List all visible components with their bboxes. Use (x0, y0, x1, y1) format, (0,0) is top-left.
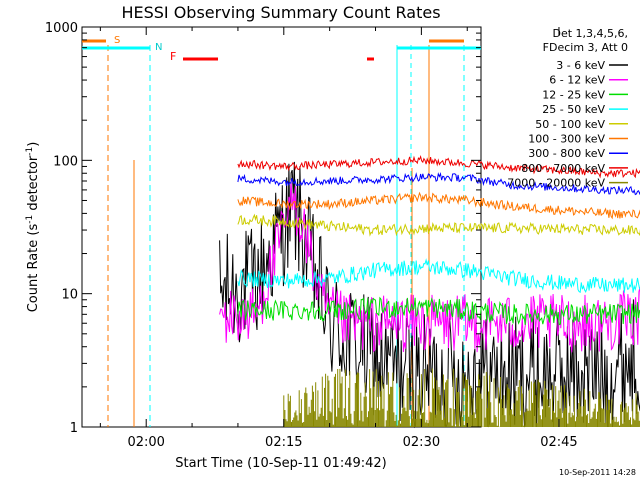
legend-label: 25 - 50 keV (542, 103, 605, 116)
legend-label: 300 - 800 keV (528, 147, 605, 160)
y-tick-label: 100 (53, 154, 78, 169)
annotation-n: N (155, 42, 162, 53)
x-tick-label: 02:45 (540, 435, 577, 450)
annotations: S NF (114, 35, 176, 63)
x-tick-label: 02:00 (127, 435, 164, 450)
y-axis-label-mid: detector (26, 155, 41, 215)
series-line-3 (237, 296, 640, 326)
legend-label: 50 - 100 keV (535, 118, 605, 131)
chart-title: HESSI Observing Summary Count Rates (121, 3, 440, 22)
footer-date: 10-Sep-2011 14:28 (559, 468, 636, 477)
legend-header-line-2: FDecim 3, Att 0 (543, 41, 628, 54)
legend: Det 1,3,4,5,6, FDecim 3, Att 0 3 - 6 keV… (507, 27, 628, 190)
legend-label: 800 - 7000 keV (521, 162, 605, 175)
x-tick-label: 02:30 (403, 435, 440, 450)
y-tick-label: 10 (61, 288, 78, 303)
series-line-6 (237, 191, 640, 220)
series-line-4 (237, 258, 640, 293)
legend-label: 3 - 6 keV (556, 59, 605, 72)
y-axis-label-main: Count Rate (s (26, 224, 41, 313)
x-axis-label: Start Time (10-Sep-11 01:49:42) (175, 456, 386, 471)
y-axis-label: Count Rate (s-1 detector-1) (25, 142, 41, 313)
series-line-5 (237, 213, 640, 237)
y-axis-label-sup: -1 (25, 215, 35, 224)
legend-label: 7000 - 20000 keV (507, 177, 605, 190)
series-lines (219, 154, 640, 429)
y-axis-label-sup2: -1 (25, 147, 35, 156)
y-tick-label: 1000 (45, 21, 78, 36)
annotation-f: F (170, 50, 176, 63)
legend-label: 12 - 25 keV (542, 88, 605, 101)
legend-header-line-1: Det 1,3,4,5,6, (552, 27, 628, 40)
y-tick-label: 1 (70, 421, 78, 436)
legend-label: 100 - 300 keV (528, 133, 605, 146)
y-axis-label-tail: ) (26, 142, 41, 147)
series-line-7 (237, 172, 640, 196)
series-line-8 (237, 154, 640, 179)
series-line-9 (283, 368, 640, 427)
annotation-s: S (114, 35, 120, 46)
series-line-2 (219, 180, 640, 353)
x-tick-label: 02:15 (265, 435, 302, 450)
legend-label: 6 - 12 keV (549, 74, 605, 87)
series-line-1 (219, 161, 640, 429)
